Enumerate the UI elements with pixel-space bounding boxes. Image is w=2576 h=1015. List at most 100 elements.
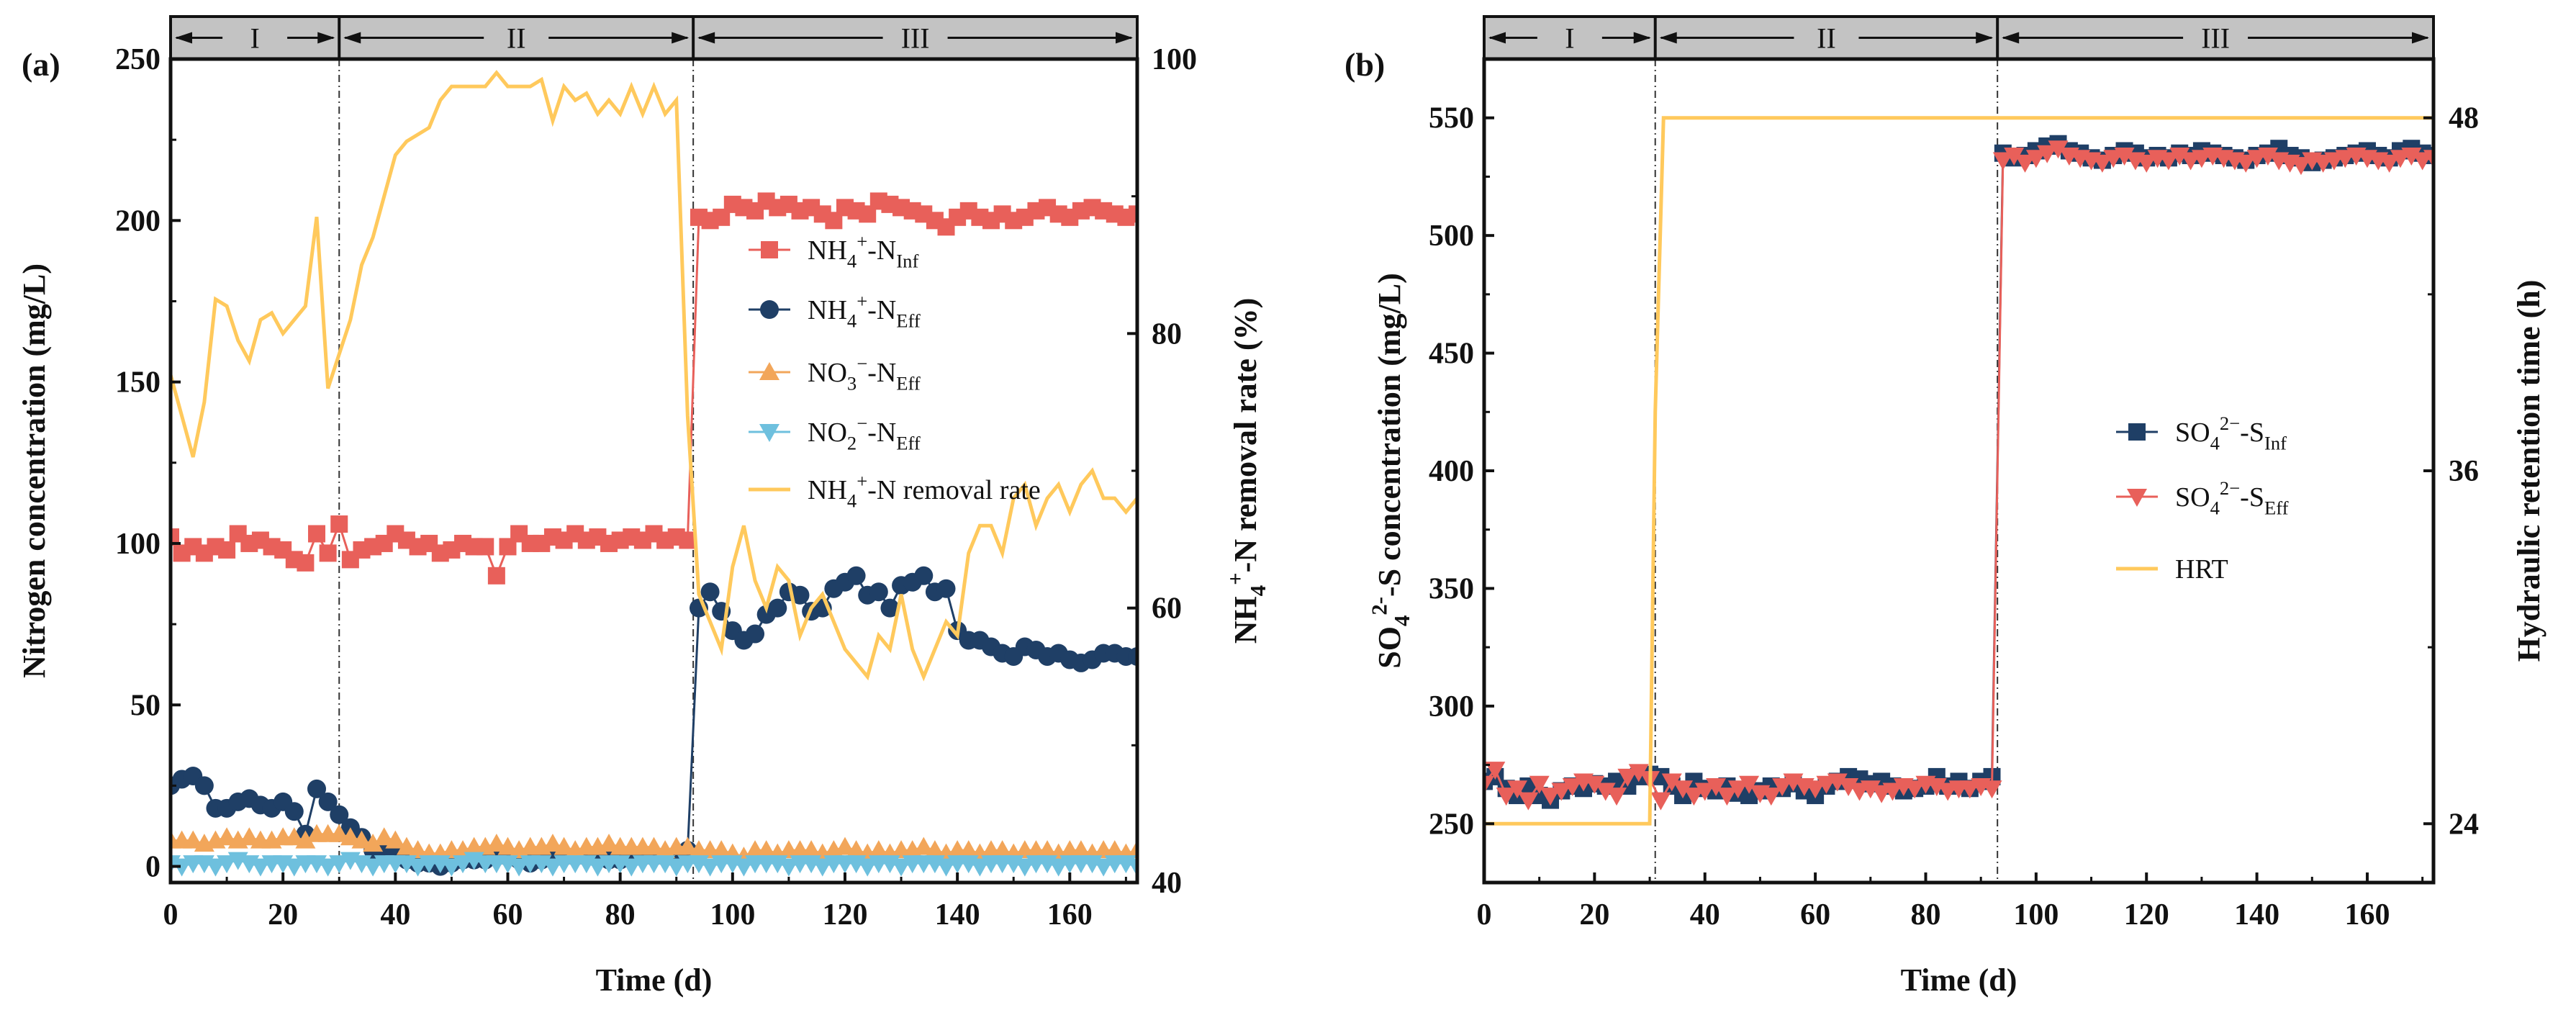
- data-point: [374, 827, 394, 846]
- arrow-right-icon: [317, 32, 335, 44]
- x-tick-label: 80: [1910, 898, 1940, 931]
- data-point: [363, 858, 384, 877]
- legend: NH4+-NInf NH4+-NEff NO3−-NEff NO2−-NEff NH4+…: [749, 230, 1041, 511]
- y-tick-label: 450: [1429, 338, 1474, 371]
- y-tick-label: 100: [115, 528, 161, 561]
- y-right-tick-label: 24: [2449, 808, 2479, 841]
- data-point: [308, 525, 326, 543]
- data-point: [2025, 150, 2046, 168]
- data-point: [621, 858, 642, 877]
- y-right-tick-label: 60: [1152, 592, 1182, 626]
- data-point: [768, 598, 787, 618]
- y-right-tick-label: 40: [1152, 867, 1182, 900]
- data-point: [834, 836, 855, 855]
- series-2: [171, 824, 1137, 865]
- data-point: [407, 858, 428, 877]
- data-point: [1706, 777, 1727, 796]
- data-point: [351, 830, 372, 849]
- y-tick-label: 350: [1429, 572, 1474, 605]
- data-point: [1507, 780, 1528, 799]
- data-point: [812, 858, 833, 877]
- data-point: [396, 836, 417, 855]
- data-point: [711, 840, 732, 859]
- y-tick-label: 250: [1429, 808, 1474, 841]
- series-2: [1484, 116, 2433, 826]
- series-1: [171, 566, 1137, 876]
- legend-label: SO42−-SEff: [2175, 477, 2289, 518]
- x-tick-label: 140: [2234, 898, 2279, 931]
- data-point: [1992, 152, 2013, 171]
- series-line: [1484, 116, 2433, 826]
- legend-item: SO42−-SEff: [2116, 477, 2289, 518]
- data-point: [936, 858, 957, 877]
- y-axis-title: Nitrogen concentration (mg/L): [17, 263, 52, 678]
- legend-marker: [761, 241, 778, 258]
- data-point: [1484, 775, 1494, 794]
- x-tick-label: 40: [1690, 898, 1720, 931]
- legend-item: NO3−-NEff: [749, 353, 921, 394]
- data-point: [218, 541, 236, 559]
- data-point: [2236, 154, 2256, 173]
- y-tick-label: 300: [1429, 690, 1474, 723]
- data-point: [476, 538, 494, 556]
- data-point: [1070, 840, 1091, 859]
- data-point: [250, 858, 271, 877]
- legend-item: NH4+-NInf: [749, 230, 918, 271]
- data-point: [869, 582, 888, 602]
- data-point: [318, 792, 338, 811]
- legend-label: NH4+-NEff: [808, 290, 921, 331]
- data-point: [509, 858, 530, 877]
- data-point: [2114, 148, 2135, 166]
- data-point: [846, 840, 867, 859]
- data-point: [1805, 780, 1826, 799]
- series-layer: [1484, 116, 2433, 826]
- data-point: [2136, 154, 2157, 173]
- legend-label: NO3−-NEff: [808, 353, 921, 394]
- x-tick-label: 40: [380, 898, 410, 931]
- legend-item: SO42−-SInf: [2116, 412, 2287, 454]
- legend-marker: [759, 424, 779, 442]
- data-point: [1606, 788, 1627, 806]
- data-point: [970, 858, 990, 877]
- data-point: [2169, 148, 2190, 166]
- data-point: [891, 858, 912, 877]
- data-point: [700, 582, 720, 602]
- data-point: [1772, 777, 1793, 796]
- stage-label: III: [2201, 22, 2230, 55]
- data-point: [497, 836, 518, 855]
- y-tick-label: 150: [115, 366, 161, 400]
- data-point: [1562, 777, 1583, 796]
- data-point: [1127, 840, 1137, 859]
- data-point: [319, 544, 337, 562]
- y-right-tick-label: 48: [2449, 102, 2479, 135]
- data-point: [2379, 154, 2400, 173]
- data-point: [677, 836, 698, 855]
- x-axis-title: Time (d): [1901, 962, 2017, 998]
- stage-label: I: [250, 22, 259, 55]
- data-point: [486, 834, 507, 852]
- data-point: [1783, 773, 1804, 792]
- data-point: [1673, 780, 1694, 799]
- data-point: [1496, 788, 1517, 806]
- plot-frame: [1482, 57, 2436, 885]
- data-point: [1127, 858, 1137, 877]
- series-line: [171, 70, 1137, 682]
- data-point: [914, 566, 934, 585]
- arrow-left-icon: [1659, 32, 1677, 44]
- data-point: [643, 836, 664, 855]
- arrow-left-icon: [343, 32, 361, 44]
- stage-label: III: [901, 22, 930, 55]
- data-point: [1529, 775, 1550, 794]
- data-point: [307, 779, 327, 798]
- x-axis-title: Time (d): [596, 962, 713, 998]
- data-point: [1617, 768, 1638, 787]
- data-point: [487, 567, 505, 585]
- legend: SO42−-SInf SO42−-SEff HRT: [2116, 412, 2289, 585]
- stage-label: II: [507, 22, 526, 55]
- data-point: [1838, 777, 1859, 796]
- y-tick-label: 50: [130, 689, 161, 722]
- data-point: [2401, 148, 2422, 166]
- data-point: [329, 824, 350, 842]
- y-right-axis-title: NH4+-N removal rate (%): [1224, 298, 1271, 644]
- y-tick-label: 550: [1429, 102, 1474, 135]
